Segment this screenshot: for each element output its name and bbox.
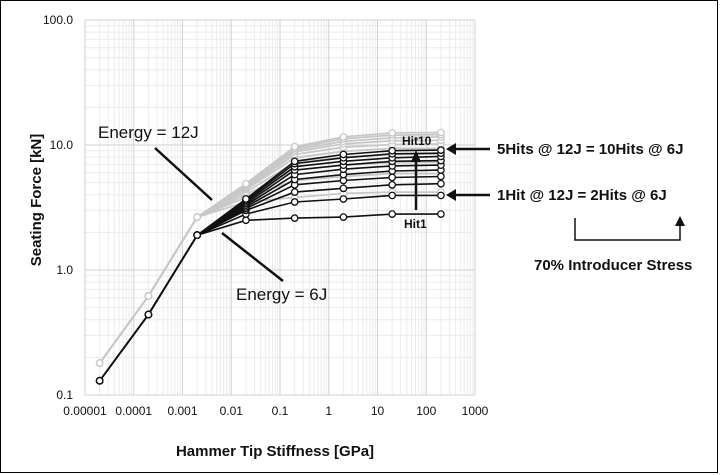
series-6j-hit10 (95, 146, 445, 385)
data-point (339, 195, 348, 203)
data-point (290, 142, 299, 151)
data-point (339, 133, 348, 141)
x-tick-label: 10 (371, 404, 385, 418)
data-point (242, 179, 250, 188)
x-tick-label: 0.1 (272, 404, 289, 418)
data-point (290, 188, 299, 196)
series-line (98, 131, 441, 364)
data-point (388, 191, 397, 200)
data-point (437, 179, 445, 188)
data-point (144, 292, 153, 300)
data-point (339, 150, 348, 159)
hit10-label: Hit10 (402, 134, 432, 148)
x-tick-label: 1000 (462, 404, 489, 418)
data-point (242, 216, 250, 225)
stress-label: 70% Introducer Stress (534, 257, 692, 274)
data-point (437, 172, 445, 181)
hit-range-arrowhead (411, 150, 421, 162)
hit1-label: Hit1 (404, 217, 427, 231)
data-point (437, 191, 445, 200)
annotation-leaders (154, 147, 681, 282)
x-tick-label: 100 (416, 404, 436, 418)
data-point (95, 359, 104, 367)
data-point (193, 231, 202, 240)
data-point (290, 157, 299, 166)
data-point (339, 184, 348, 193)
data-point (388, 146, 397, 155)
data-point (339, 213, 348, 221)
data-point (290, 198, 299, 206)
one-hit-label: 1Hit @ 12J = 2Hits @ 6J (497, 187, 667, 204)
data-point (437, 128, 445, 137)
y-tick-label: 10.0 (50, 138, 74, 152)
data-point (388, 210, 397, 218)
y-tick-label: 1.0 (56, 263, 73, 277)
data-point (242, 195, 250, 203)
data-point (388, 173, 397, 182)
series-12j-hit10 (95, 128, 445, 367)
one-hit-arrowhead (446, 189, 456, 201)
y-tick-labels: 0.1 1.0 10.0 100.0 (43, 13, 73, 402)
x-tick-label: 0.00001 (63, 404, 107, 418)
data-point (437, 210, 445, 218)
arrowheads (411, 143, 685, 226)
x-tick-labels: 0.00001 0.0001 0.001 0.01 0.1 1 10 100 1000 (63, 404, 488, 418)
energy-12-label: Energy = 12J (98, 123, 199, 142)
x-tick-label: 1 (325, 404, 332, 418)
data-point (388, 129, 397, 137)
major-gridlines (84, 19, 476, 396)
energy-12-leader (154, 147, 213, 201)
x-tick-label: 0.01 (220, 404, 244, 418)
y-tick-label: 100.0 (43, 13, 73, 27)
data-point (290, 214, 299, 222)
stress-bracket (574, 218, 681, 241)
x-tick-label: 0.0001 (115, 404, 152, 418)
x-axis-title: Hammer Tip Stiffness [GPa] (176, 443, 374, 460)
five-hits-arrowhead (446, 143, 456, 155)
y-tick-label: 0.1 (56, 388, 73, 402)
data-point (437, 146, 445, 154)
y-axis-title: Seating Force [kN] (28, 134, 45, 267)
stress-arrowhead (675, 216, 685, 226)
data-point (388, 180, 397, 189)
series-layer (95, 128, 445, 385)
data-point (193, 213, 202, 221)
data-point (95, 376, 104, 385)
energy-6-label: Energy = 6J (236, 285, 327, 304)
series-line (99, 149, 441, 382)
five-hits-label: 5Hits @ 12J = 10Hits @ 6J (497, 141, 683, 158)
x-tick-label: 0.001 (167, 404, 197, 418)
data-point (144, 310, 153, 319)
energy-6-leader (221, 232, 284, 282)
